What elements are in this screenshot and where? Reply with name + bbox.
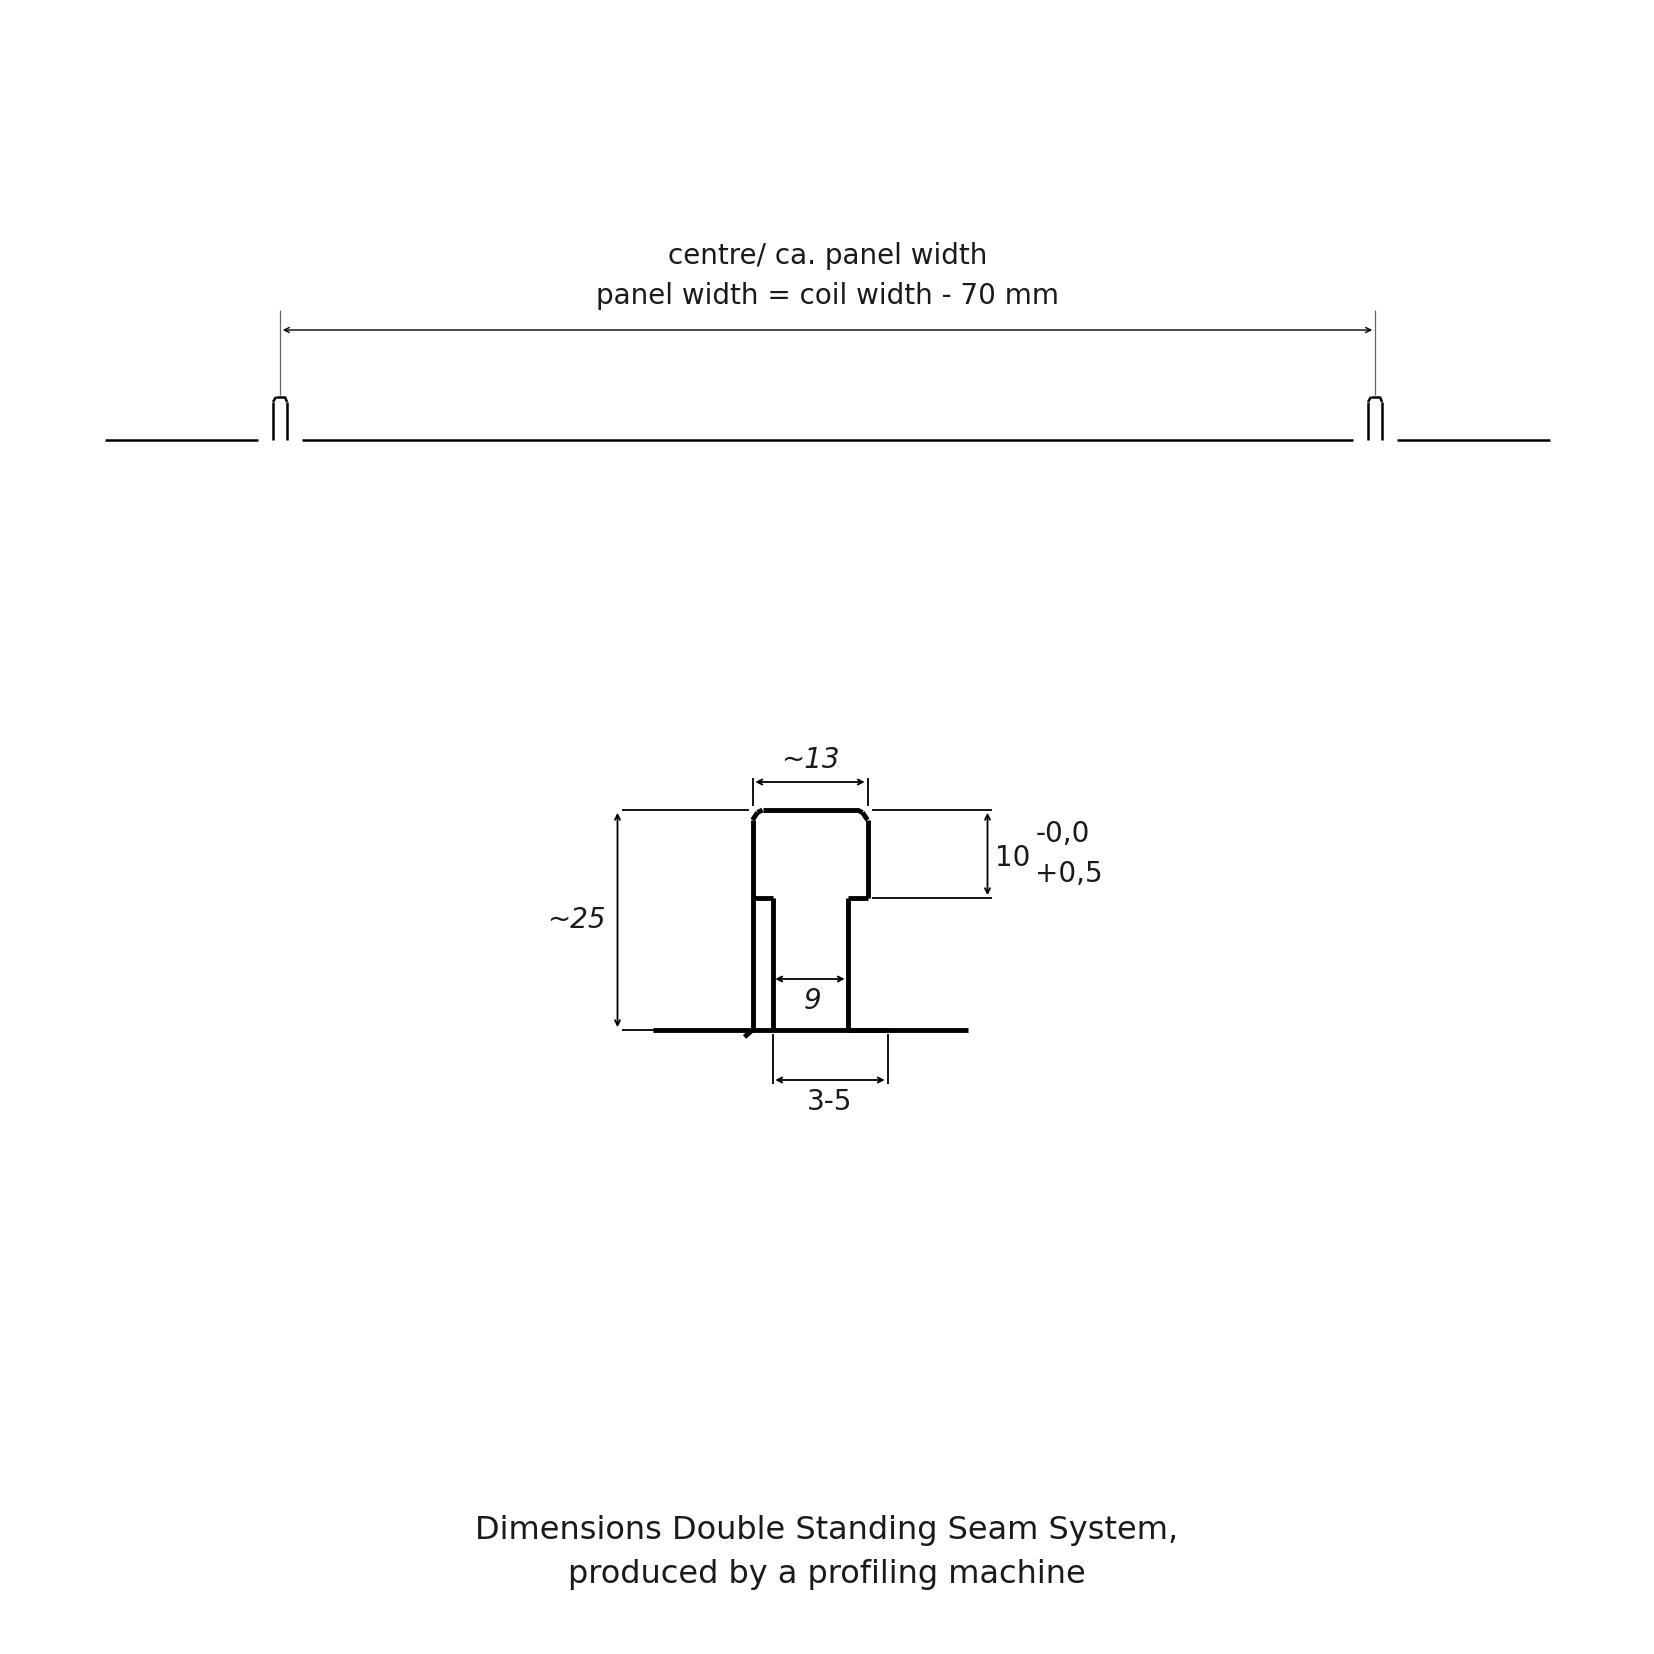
Text: panel width = coil width - 70 mm: panel width = coil width - 70 mm xyxy=(595,281,1059,309)
Text: 3-5: 3-5 xyxy=(807,1088,853,1116)
Text: ~13: ~13 xyxy=(781,746,839,774)
Text: ~25: ~25 xyxy=(547,906,605,935)
Text: 9: 9 xyxy=(804,987,822,1016)
Text: +0,5: +0,5 xyxy=(1035,860,1103,888)
Text: 10: 10 xyxy=(996,844,1030,872)
Text: Dimensions Double Standing Seam System,: Dimensions Double Standing Seam System, xyxy=(475,1515,1179,1545)
Text: centre/ ca. panel width: centre/ ca. panel width xyxy=(668,241,987,270)
Text: -0,0: -0,0 xyxy=(1035,820,1090,849)
Text: produced by a profiling machine: produced by a profiling machine xyxy=(567,1560,1087,1591)
